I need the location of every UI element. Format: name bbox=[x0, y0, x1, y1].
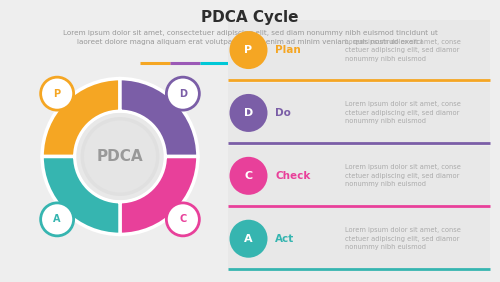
Text: A: A bbox=[244, 234, 253, 244]
Text: C: C bbox=[179, 214, 186, 224]
Circle shape bbox=[78, 115, 162, 198]
Ellipse shape bbox=[230, 31, 268, 69]
Text: D: D bbox=[244, 108, 253, 118]
Circle shape bbox=[84, 120, 156, 193]
Text: Do: Do bbox=[275, 108, 291, 118]
FancyBboxPatch shape bbox=[228, 83, 490, 143]
Ellipse shape bbox=[230, 94, 268, 132]
Text: C: C bbox=[244, 171, 252, 181]
FancyBboxPatch shape bbox=[228, 208, 490, 269]
Ellipse shape bbox=[230, 157, 268, 195]
FancyBboxPatch shape bbox=[228, 20, 490, 80]
Wedge shape bbox=[120, 157, 198, 234]
Circle shape bbox=[40, 77, 74, 110]
Text: A: A bbox=[54, 214, 61, 224]
Circle shape bbox=[166, 77, 200, 110]
Text: Lorem ipsum dolor sit amet, conse
ctetuer adipiscing elit, sed diamor
nonummy ni: Lorem ipsum dolor sit amet, conse ctetue… bbox=[345, 102, 461, 124]
Wedge shape bbox=[120, 79, 198, 157]
Text: Act: Act bbox=[275, 234, 294, 244]
Text: PDCA: PDCA bbox=[96, 149, 144, 164]
Text: Lorem ipsum dolor sit amet, conse
ctetuer adipiscing elit, sed diamor
nonummy ni: Lorem ipsum dolor sit amet, conse ctetue… bbox=[345, 39, 461, 61]
Text: Lorem ipsum dolor sit amet, consectetuer adipiscing elit, sed diam nonummy nibh : Lorem ipsum dolor sit amet, consectetuer… bbox=[62, 30, 438, 45]
Text: Check: Check bbox=[275, 171, 310, 181]
Text: Lorem ipsum dolor sit amet, conse
ctetuer adipiscing elit, sed diamor
nonummy ni: Lorem ipsum dolor sit amet, conse ctetue… bbox=[345, 164, 461, 187]
Ellipse shape bbox=[230, 220, 268, 258]
Text: Plan: Plan bbox=[275, 45, 301, 55]
Wedge shape bbox=[42, 157, 120, 234]
Text: PDCA Cycle: PDCA Cycle bbox=[201, 10, 299, 25]
Text: Lorem ipsum dolor sit amet, conse
ctetuer adipiscing elit, sed diamor
nonummy ni: Lorem ipsum dolor sit amet, conse ctetue… bbox=[345, 227, 461, 250]
Circle shape bbox=[166, 203, 200, 236]
Circle shape bbox=[40, 203, 74, 236]
Text: D: D bbox=[179, 89, 187, 99]
Text: P: P bbox=[54, 89, 60, 99]
FancyBboxPatch shape bbox=[228, 146, 490, 206]
Wedge shape bbox=[42, 79, 120, 157]
Text: P: P bbox=[244, 45, 252, 55]
